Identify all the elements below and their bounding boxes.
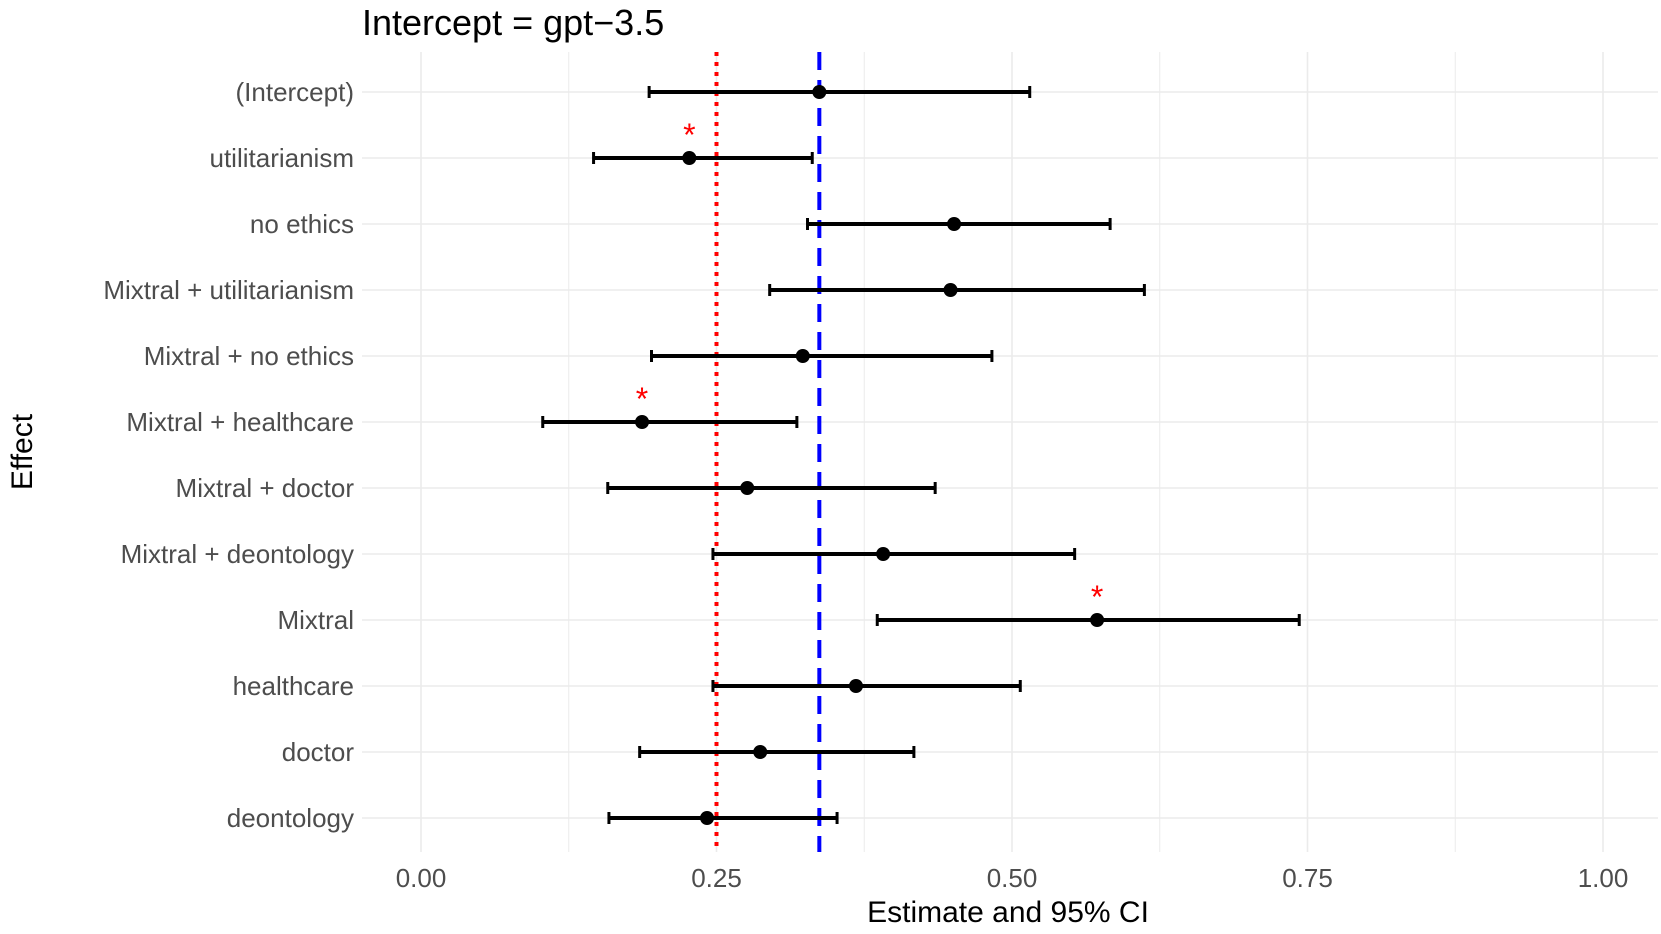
chart-title: Intercept = gpt−3.5 [362, 2, 664, 43]
estimate-point [947, 217, 962, 231]
estimate-point [740, 481, 755, 495]
y-axis-labels: (Intercept) utilitarianism no ethics Mixtra… [103, 77, 354, 833]
x-axis-labels: 0.00 0.25 0.50 0.75 1.00 [396, 863, 1629, 893]
x-tick-label: 0.00 [396, 863, 447, 893]
estimate-point [943, 283, 958, 297]
x-tick-label: 1.00 [1578, 863, 1629, 893]
effect-label: no ethics [250, 209, 354, 239]
effect-label: (Intercept) [236, 77, 355, 107]
estimate-point [700, 811, 715, 825]
x-axis-title: Estimate and 95% CI [867, 896, 1149, 929]
significance-star: * [1091, 579, 1103, 615]
x-tick-label: 0.50 [987, 863, 1038, 893]
estimate-point [753, 745, 768, 759]
effect-label: healthcare [233, 671, 354, 701]
estimate-points [635, 85, 1105, 825]
effect-label: utilitarianism [210, 143, 355, 173]
effect-label: Mixtral + deontology [121, 539, 354, 569]
x-tick-label: 0.75 [1282, 863, 1333, 893]
y-axis-title: Effect [6, 413, 39, 490]
significance-star: * [636, 381, 648, 417]
estimate-point [848, 679, 863, 693]
estimate-point [682, 151, 697, 165]
effect-label: Mixtral + no ethics [144, 341, 354, 371]
estimate-point [1090, 613, 1105, 627]
effect-label: Mixtral + doctor [176, 473, 355, 503]
reference-lines [714, 52, 822, 852]
effect-label: Mixtral + utilitarianism [103, 275, 354, 305]
effect-label: deontology [227, 803, 354, 833]
effect-label: Mixtral + healthcare [126, 407, 354, 437]
significance-markers: * * * [636, 117, 1104, 615]
estimate-point [795, 349, 810, 363]
estimate-point [635, 415, 650, 429]
estimate-point [812, 85, 827, 99]
effect-label: doctor [282, 737, 355, 767]
grid-lines [362, 52, 1658, 852]
error-bars [541, 86, 1301, 824]
estimate-point [876, 547, 891, 561]
effect-label: Mixtral [277, 605, 354, 635]
significance-star: * [683, 117, 695, 153]
x-tick-label: 0.25 [691, 863, 742, 893]
